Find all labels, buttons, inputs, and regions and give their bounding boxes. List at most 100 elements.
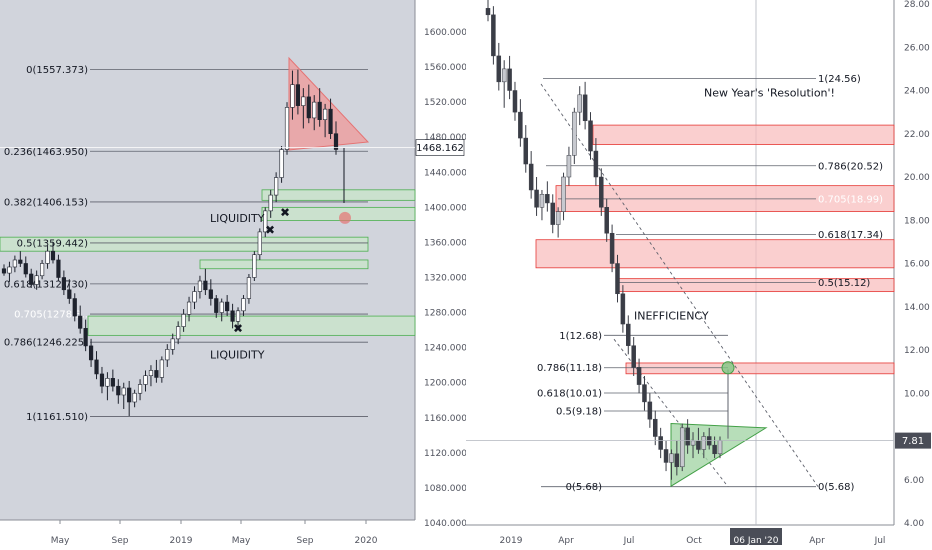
right-y-tick-label: 28.00 [904,0,930,10]
right-candle-body [685,427,690,446]
left-target-circle [339,211,351,224]
right-y-tick-label: 6.00 [904,476,924,486]
left-candle-body [219,301,224,313]
left-candle-body [83,328,88,347]
left-liquidity-zone [0,236,369,252]
right-resolution-label: New Year's 'Resolution'! [704,87,835,100]
left-fib-label: 0.705(1278.3.. [14,310,88,321]
right-candle-body [658,436,663,450]
left-y-tick-label: 1240.000 [424,344,466,354]
right-fib-label: 0.5(15.12) [818,278,870,289]
left-candle-body [241,298,246,312]
left-candle-body [45,250,50,264]
left-candle-body [94,359,99,375]
left-liquidity-zone [261,206,416,221]
left-fib-label: 0.382(1406.153) [4,197,88,208]
right-fib-label: 0(5.68) [818,482,855,493]
left-y-tick-label: 1280.000 [424,309,466,319]
right-date-box [730,528,782,545]
right-y-tick-label: 16.00 [904,260,930,270]
right-price-label: 7.81 [902,436,924,447]
right-y-tick-label: 4.00 [904,519,924,529]
left-candle-body [176,326,181,340]
left-candle-body [274,177,279,196]
left-x-mark: ✖ [233,321,243,335]
left-candle-body [181,314,186,327]
left-price-label: 1468.162 [416,143,464,154]
left-candle-body [252,254,257,278]
left-candle-body [127,387,132,403]
right-x-tick-label: 2019 [500,536,523,546]
right-candle-body [663,449,669,463]
right-candle-body [512,90,518,113]
right-y-tick-label: 12.00 [904,346,930,356]
right-candle-body [626,323,631,346]
left-y-tick-label: 1120.000 [424,449,466,459]
left-candle-body [295,84,301,106]
left-candle-body [137,384,143,394]
right-resistance-zone [625,362,895,375]
left-y-tick-label: 1160.000 [424,414,466,424]
left-candle-body [279,149,284,178]
left-candle-body [328,108,333,135]
left-y-tick-label: 1320.000 [424,274,466,284]
left-candle-body [39,263,45,277]
left-candle-body [333,133,339,150]
left-candle-body [148,370,154,377]
left-candle-body [159,359,164,378]
right-candle-body [539,194,545,208]
left-y-tick-label: 1360.000 [424,238,466,248]
left-fib-label: 0.618(1312.730) [4,279,88,290]
right-candle-body [545,194,550,204]
right-fib-label: 0.705(18.99) [818,194,883,205]
left-triangle-pattern [288,56,370,151]
right-candle-body [593,150,599,178]
right-candle-body [507,68,512,91]
left-x-tick-label: Sep [297,536,314,546]
right-x-tick-label: Oct [686,536,702,546]
right-fib-label: 0.786(20.52) [818,161,883,172]
right-y-tick-label: 20.00 [904,173,930,183]
left-x-tick-label: Sep [112,536,129,546]
left-candle-body [34,275,39,285]
left-y-tick-label: 1600.000 [424,28,466,38]
left-candle-body [105,378,110,387]
right-candle-body [717,440,723,455]
right-candle-body [653,418,658,437]
right-candle-body [572,111,577,156]
left-candle-body [165,349,170,361]
left-candle-body [263,210,268,233]
right-candle-body [496,55,502,83]
right-candle-body [534,189,539,208]
right-resistance-zone [535,239,895,269]
right-candle-body [604,207,609,234]
right-candle-body [636,367,642,385]
right-candle-body [588,120,593,152]
left-candle-body [225,301,230,312]
left-x-tick-label: 2019 [170,536,193,546]
left-chart: 1600.000 1560.000 1520.000 1480.000 1440.000… [0,0,466,546]
left-candle-body [312,101,317,119]
left-y-tick-label: 1560.000 [424,63,466,73]
right-fib-label: 1(12.68) [559,331,602,342]
left-candle-body [301,96,306,106]
right-candle-body [528,163,534,191]
left-candle-body [186,301,192,315]
right-y-tick-label: 18.00 [904,216,930,226]
left-liquidity-label: LIQUIDITY [210,349,265,362]
right-candle-body [555,211,561,225]
right-y-tick-label: 22.00 [904,130,930,140]
left-fib-label: 0.236(1463.950) [4,147,88,158]
left-candle-body [56,259,61,278]
left-candle-body [203,280,208,291]
left-candle-body [246,277,252,299]
left-y-tick-label: 1040.000 [424,519,466,529]
right-candle-body [642,384,647,403]
left-candle-body [29,273,34,285]
right-candle-body [690,440,696,446]
left-candle-body [317,101,322,120]
left-candle-body [257,231,262,256]
left-candle-body [235,310,241,322]
left-candle-body [170,338,175,350]
